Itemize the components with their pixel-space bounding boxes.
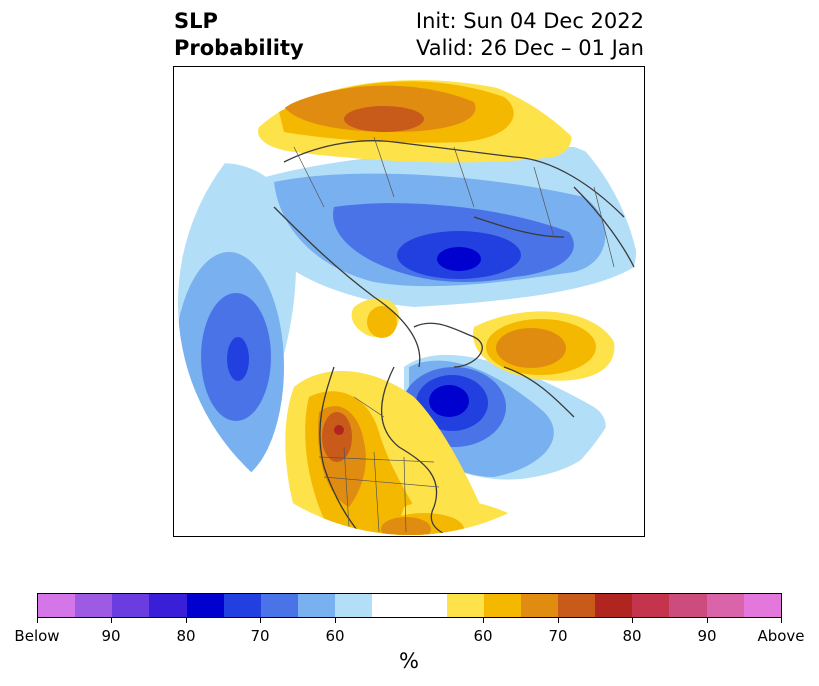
colorbar-segment [38, 594, 76, 617]
colorbar-tick-mark [707, 618, 708, 623]
colorbar-segment [335, 594, 373, 617]
colorbar-tick-mark [781, 618, 782, 623]
colorbar [37, 593, 782, 618]
colorbar-tick-label: 80 [622, 627, 642, 645]
colorbar-tick-label: 60 [473, 627, 493, 645]
colorbar-segment [483, 594, 521, 617]
colorbar-tick-label: 70 [250, 627, 270, 645]
colorbar-tick-label: 60 [325, 627, 345, 645]
colorbar-tick-mark [186, 618, 187, 623]
colorbar-tick-mark [111, 618, 112, 623]
colorbar-unit: % [399, 649, 419, 673]
colorbar-segment [112, 594, 150, 617]
colorbar-segment [743, 594, 781, 617]
colorbar-tick-mark [335, 618, 336, 623]
colorbar-segment [297, 594, 336, 617]
colorbar-segment [595, 594, 633, 617]
valid-range: Valid: 26 Dec – 01 Jan [415, 36, 644, 60]
anomaly-above-75-eurasia [344, 106, 424, 132]
colorbar-segment [260, 594, 298, 617]
colorbar-segment [149, 594, 187, 617]
colorbar-tick-mark [483, 618, 484, 623]
map-panel [173, 66, 645, 537]
colorbar-segment [446, 594, 484, 617]
title-type: Probability [174, 36, 304, 60]
slp-probability-map [178, 80, 637, 535]
colorbar-segment [706, 594, 744, 617]
colorbar-tick-label: Above [757, 627, 805, 645]
colorbar-tick-mark [558, 618, 559, 623]
colorbar-segment [669, 594, 707, 617]
anomaly-above-70-atlantic [496, 328, 566, 368]
coastlines [273, 140, 635, 535]
colorbar-segment [632, 594, 670, 617]
colorbar-tick-label: 90 [101, 627, 121, 645]
colorbar-tick-label: 70 [548, 627, 568, 645]
colorbar-tick-label: 80 [176, 627, 196, 645]
colorbar-segment [75, 594, 113, 617]
colorbar-tick-mark [260, 618, 261, 623]
anomaly-above-65-pole [367, 306, 397, 338]
anomaly-below-75-pacific [227, 337, 249, 381]
colorbar-segment [557, 594, 596, 617]
colorbar-tick-mark [37, 618, 38, 623]
anomaly-above-80-westna [334, 425, 344, 435]
init-date: Init: Sun 04 Dec 2022 [415, 9, 644, 33]
anomaly-below-80-canada [429, 385, 469, 417]
colorbar-segment [223, 594, 261, 617]
colorbar-segment [372, 594, 410, 617]
colorbar-tick-label: 90 [697, 627, 717, 645]
colorbar-segment [520, 594, 558, 617]
title-right: Init: Sun 04 Dec 2022 Valid: 26 Dec – 01… [416, 8, 644, 62]
anomaly-below-80-arctic [437, 247, 481, 271]
anomaly-above-75-westna [322, 412, 352, 462]
colorbar-tick-label: Below [14, 627, 60, 645]
colorbar-segment [186, 594, 224, 617]
title-field: SLP [174, 9, 218, 33]
title-left: SLP Probability [174, 8, 304, 62]
borders [293, 136, 615, 533]
colorbar-tick-mark [632, 618, 633, 623]
colorbar-segment [409, 594, 447, 617]
